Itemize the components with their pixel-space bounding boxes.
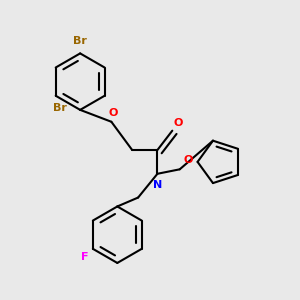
Text: F: F xyxy=(81,252,88,262)
Text: N: N xyxy=(153,180,162,190)
Text: O: O xyxy=(108,108,118,118)
Text: Br: Br xyxy=(73,36,87,46)
Text: Br: Br xyxy=(53,103,67,113)
Text: O: O xyxy=(174,118,183,128)
Text: O: O xyxy=(184,154,193,164)
